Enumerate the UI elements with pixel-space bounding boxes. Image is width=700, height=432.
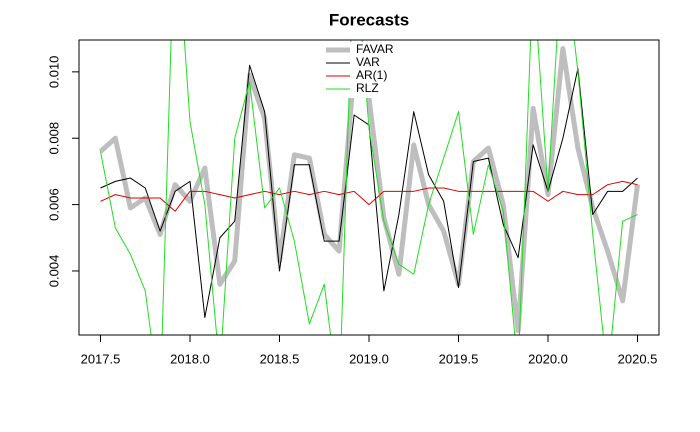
x-tick-label: 2019.0 [349, 351, 389, 366]
x-tick-label: 2018.5 [260, 351, 300, 366]
series-line [98, 46, 640, 334]
series-line [99, 40, 638, 335]
x-tick-label: 2020.0 [528, 351, 568, 366]
y-tick-label: 0.008 [46, 122, 61, 155]
legend-label: RLZ [356, 81, 379, 95]
y-tick-label: 0.006 [46, 188, 61, 221]
x-tick-label: 2017.5 [81, 351, 121, 366]
legend-label: VAR [356, 55, 380, 69]
legend-label: FAVAR [356, 42, 394, 56]
y-tick-label: 0.010 [46, 56, 61, 89]
series-line [100, 180, 638, 212]
x-tick-label: 2020.5 [618, 351, 658, 366]
y-tick-label: 0.004 [46, 255, 61, 288]
legend-label: AR(1) [356, 68, 387, 82]
x-tick-label: 2019.5 [439, 351, 479, 366]
chart-title: Forecasts [329, 10, 409, 29]
plot-area [98, 40, 640, 335]
x-tick-label: 2018.0 [170, 351, 210, 366]
